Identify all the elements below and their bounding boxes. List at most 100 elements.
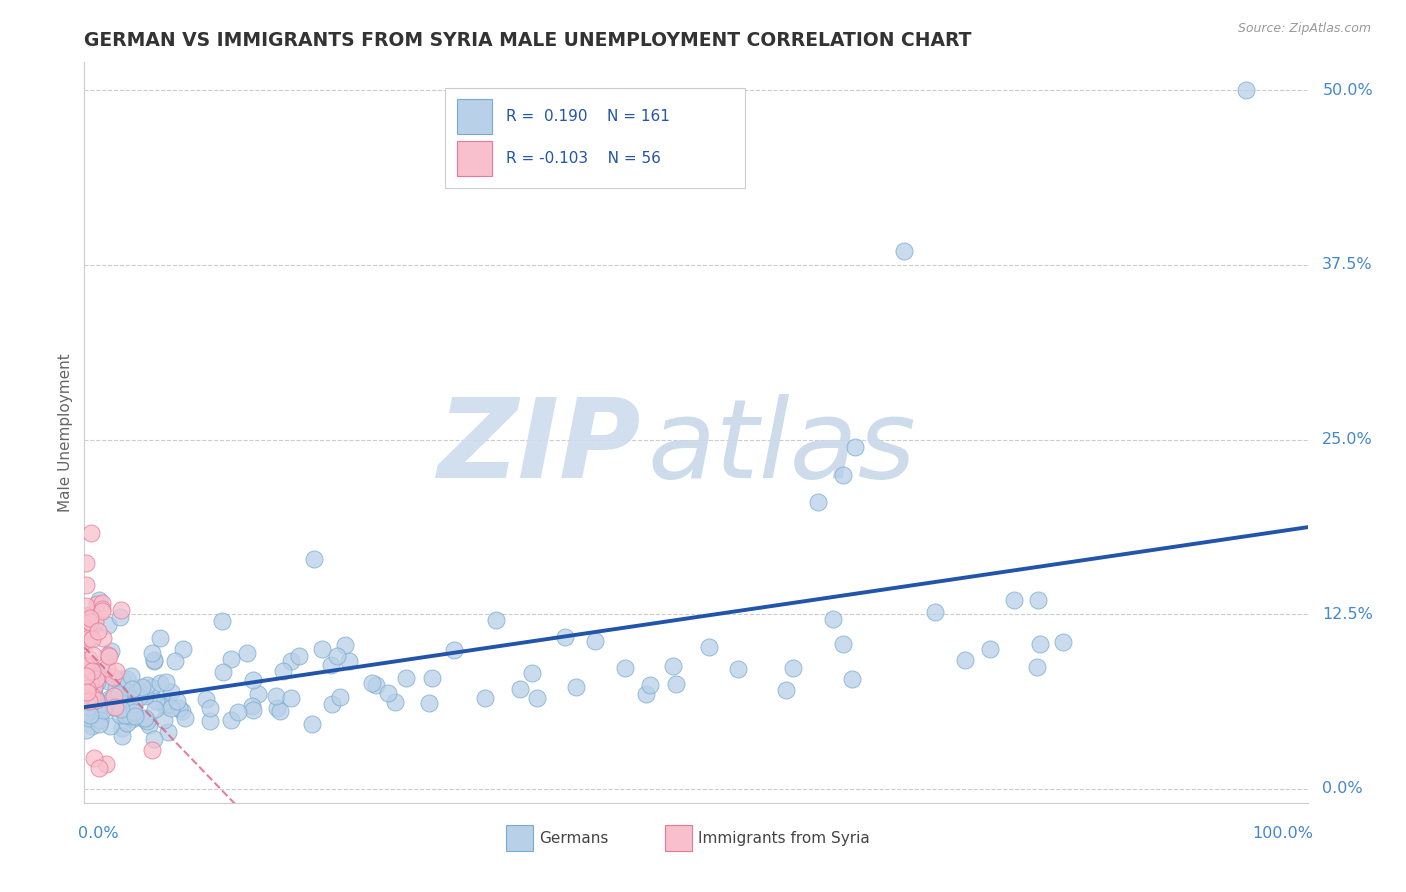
- Point: [76, 685, 98, 699]
- Text: 25.0%: 25.0%: [1322, 432, 1374, 447]
- Point: [79, 621, 101, 635]
- Point: [821, 612, 844, 626]
- Point: [266, 689, 288, 703]
- Point: [844, 440, 866, 454]
- Point: [132, 712, 155, 726]
- Point: [75, 577, 97, 591]
- Point: [121, 690, 143, 705]
- Point: [124, 709, 146, 723]
- Point: [90, 604, 112, 618]
- Point: [134, 710, 156, 724]
- Point: [141, 646, 163, 660]
- Point: [924, 605, 946, 619]
- Point: [75, 677, 97, 691]
- Point: [87, 717, 110, 731]
- Point: [1052, 635, 1074, 649]
- Point: [110, 702, 132, 716]
- Point: [565, 681, 588, 695]
- Point: [474, 691, 496, 706]
- Point: [634, 687, 657, 701]
- Point: [110, 680, 132, 694]
- Point: [84, 693, 107, 707]
- Point: [395, 671, 418, 685]
- Point: [111, 721, 134, 735]
- Point: [337, 654, 360, 668]
- Point: [82, 648, 104, 663]
- Point: [129, 683, 152, 698]
- Point: [242, 673, 264, 687]
- Point: [96, 699, 118, 714]
- Point: [118, 708, 141, 723]
- Point: [509, 681, 531, 696]
- Point: [101, 692, 124, 706]
- Point: [775, 682, 797, 697]
- Point: [138, 717, 160, 731]
- Text: 0.0%: 0.0%: [79, 827, 120, 841]
- Point: [638, 678, 661, 692]
- Point: [520, 666, 543, 681]
- Point: [136, 714, 159, 728]
- Point: [443, 643, 465, 657]
- Point: [142, 654, 165, 668]
- Point: [979, 642, 1001, 657]
- Point: [1002, 593, 1025, 607]
- Point: [87, 624, 110, 638]
- Point: [115, 672, 138, 686]
- Point: [614, 661, 637, 675]
- Point: [75, 709, 97, 723]
- Point: [79, 676, 101, 690]
- Point: [103, 699, 125, 714]
- Point: [194, 692, 217, 706]
- Point: [420, 671, 443, 685]
- Point: [160, 685, 183, 699]
- Point: [269, 704, 291, 718]
- Point: [121, 712, 143, 726]
- Point: [91, 596, 114, 610]
- Point: [86, 675, 108, 690]
- Point: [273, 664, 295, 678]
- Text: atlas: atlas: [647, 394, 915, 501]
- Point: [76, 658, 98, 673]
- Point: [90, 602, 112, 616]
- Point: [79, 700, 101, 714]
- Point: [122, 706, 145, 720]
- Point: [841, 672, 863, 686]
- Point: [236, 646, 259, 660]
- Point: [172, 641, 194, 656]
- Point: [79, 694, 101, 708]
- Point: [167, 701, 190, 715]
- Point: [108, 687, 131, 701]
- Text: R =  0.190    N = 161: R = 0.190 N = 161: [506, 109, 671, 124]
- Point: [699, 640, 721, 654]
- FancyBboxPatch shape: [457, 99, 492, 135]
- Point: [198, 714, 221, 728]
- Point: [89, 713, 111, 727]
- Point: [121, 681, 143, 696]
- Point: [97, 618, 120, 632]
- FancyBboxPatch shape: [446, 88, 745, 188]
- Point: [83, 679, 105, 693]
- Point: [110, 609, 132, 624]
- Point: [84, 672, 107, 686]
- Point: [807, 495, 830, 509]
- Point: [76, 665, 98, 680]
- Point: [87, 698, 110, 713]
- Point: [329, 690, 352, 704]
- Point: [76, 634, 98, 648]
- Point: [953, 653, 976, 667]
- Point: [75, 658, 97, 673]
- Point: [96, 660, 118, 674]
- Point: [77, 652, 100, 666]
- Point: [302, 551, 325, 566]
- Point: [75, 622, 97, 636]
- Point: [134, 690, 156, 704]
- Point: [145, 694, 167, 708]
- Point: [77, 658, 100, 673]
- Point: [170, 704, 193, 718]
- Point: [76, 673, 98, 687]
- Point: [110, 672, 132, 686]
- Point: [108, 692, 131, 706]
- Point: [80, 719, 103, 733]
- Point: [77, 629, 100, 643]
- Point: [120, 669, 142, 683]
